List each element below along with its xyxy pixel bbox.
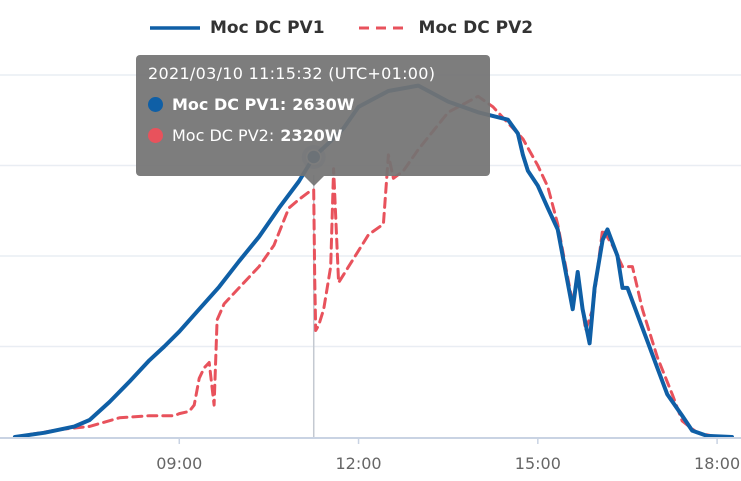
tooltip-header: 2021/03/10 11:15:32 (UTC+01:00) — [148, 64, 436, 83]
series-layer — [12, 83, 734, 439]
tooltip: 2021/03/10 11:15:32 (UTC+01:00) Moc DC P… — [136, 55, 490, 186]
tooltip-row-pv2: Moc DC PV2: 2320W — [148, 126, 478, 145]
x-axis: 09:00 12:00 15:00 18:00 — [0, 437, 741, 473]
tooltip-value-pv2: 2320W — [280, 126, 343, 145]
legend-item-pv2[interactable]: Moc DC PV2 — [358, 18, 534, 38]
series-line-pv1 — [12, 83, 734, 439]
legend-swatch-pv1 — [150, 26, 200, 30]
legend-label-pv1: Moc DC PV1 — [210, 18, 325, 38]
legend-swatch-pv2 — [358, 26, 409, 30]
tooltip-dot-pv2 — [148, 128, 163, 143]
tooltip-row-pv1: Moc DC PV1: 2630W — [148, 95, 478, 114]
legend-item-pv1[interactable]: Moc DC PV1 — [150, 18, 325, 38]
x-tick-label: 12:00 — [335, 454, 381, 473]
x-tick-label: 18:00 — [694, 454, 740, 473]
x-tick-label: 09:00 — [156, 454, 202, 473]
tooltip-pointer — [304, 176, 324, 186]
tooltip-dot-pv1 — [148, 97, 163, 112]
x-tick-label: 15:00 — [515, 454, 561, 473]
tooltip-name-pv1: Moc DC PV1 — [172, 95, 280, 114]
tooltip-value-pv1: 2630W — [292, 95, 355, 114]
legend-label-pv2: Moc DC PV2 — [418, 18, 534, 38]
tooltip-name-pv2: Moc DC PV2 — [172, 126, 269, 145]
legend: Moc DC PV1 Moc DC PV2 — [150, 18, 567, 38]
